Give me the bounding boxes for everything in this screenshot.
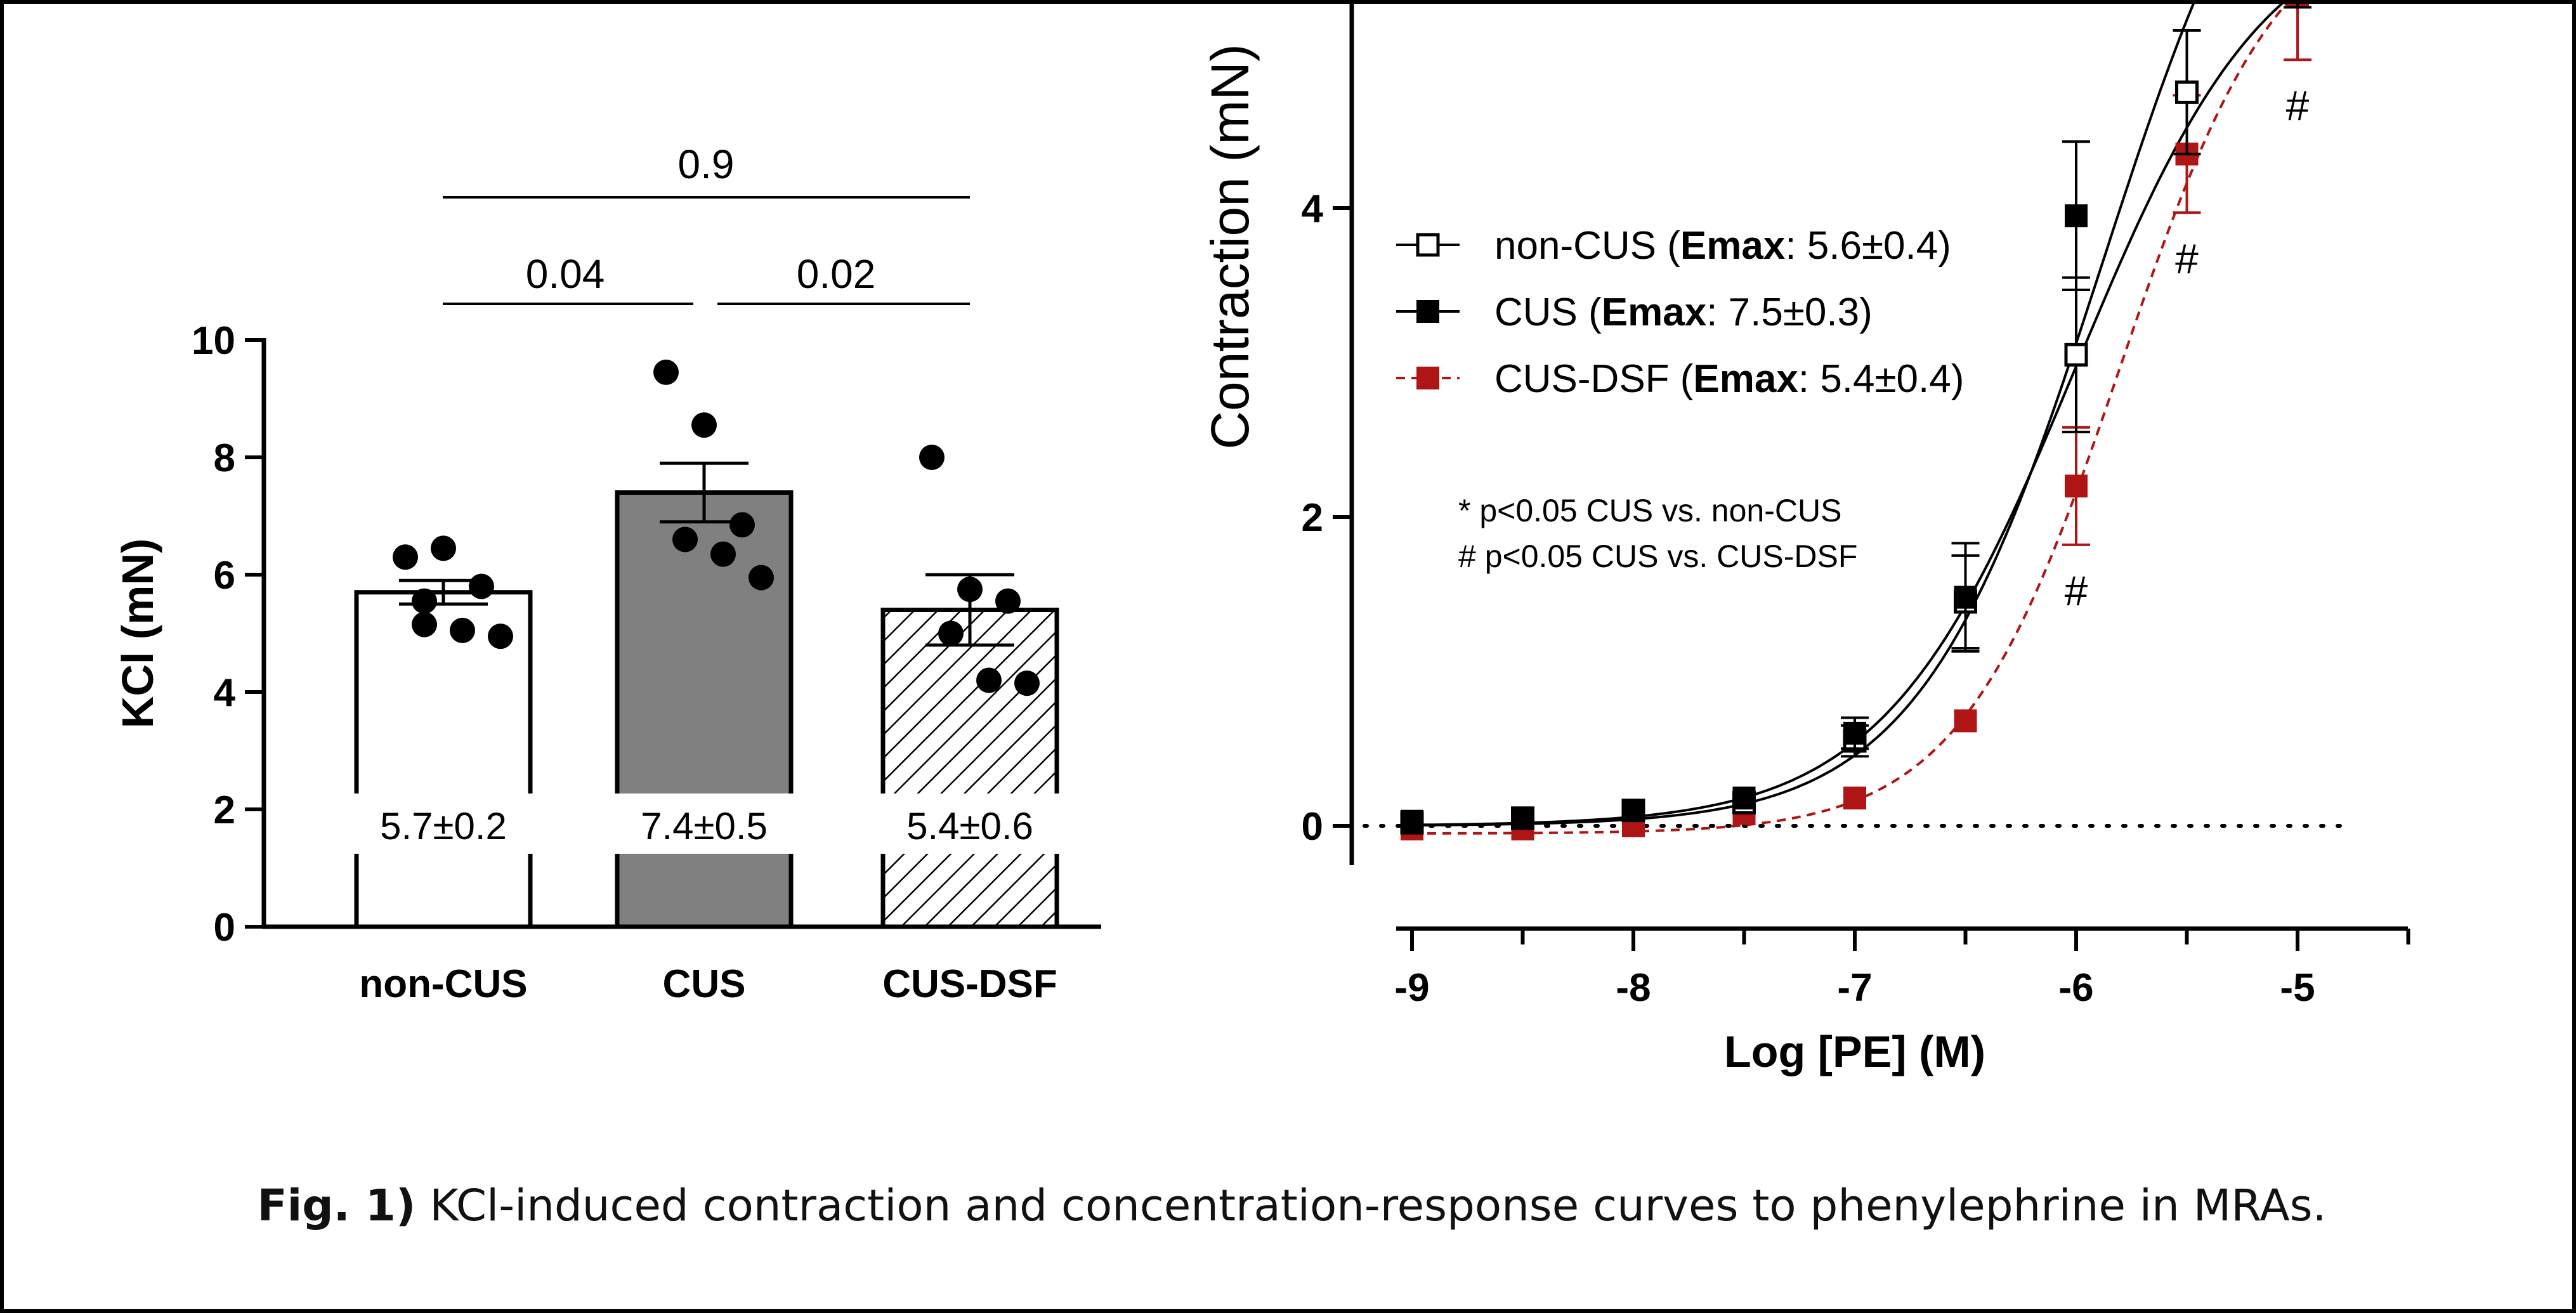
y-tick-label: 6 xyxy=(214,554,235,598)
comparison-p-value: 0.9 xyxy=(678,141,735,187)
y-tick-label: 4 xyxy=(214,671,236,715)
legend-entry-CUS-DSF: CUS-DSF (Emax: 5.4±0.4) xyxy=(1494,357,1964,401)
value-label-bg xyxy=(353,794,533,854)
figure-caption: Fig. 1) KCl-induced contraction and conc… xyxy=(4,1180,2576,1231)
x-tick-label: -5 xyxy=(2280,966,2315,1010)
bar-CUS xyxy=(615,490,794,929)
data-point xyxy=(653,359,679,385)
figure-caption-text: KCl-induced contraction and concentratio… xyxy=(415,1180,2327,1231)
y-tick-label: 0 xyxy=(1302,805,1323,849)
fit-curve-CUS-DSF xyxy=(1411,4,2288,835)
data-point-CUS xyxy=(1843,721,1866,745)
comparison-p-value: 0.02 xyxy=(797,251,876,297)
legend-marker xyxy=(1416,233,1440,257)
legend-text: Emax xyxy=(1602,291,1707,334)
data-point-non-CUS xyxy=(2175,80,2199,104)
data-point xyxy=(995,588,1021,614)
y-tick-label: 4 xyxy=(1302,187,1324,231)
data-point-CUS xyxy=(1622,799,1645,822)
data-point-non-CUS xyxy=(2064,343,2088,367)
data-point-CUS-DSF xyxy=(1954,709,1977,733)
legend-entry-CUS: CUS (Emax: 7.5±0.3) xyxy=(1494,291,1873,334)
data-point-CUS xyxy=(1511,806,1534,830)
legend-text: : 5.4±0.4) xyxy=(1798,357,1965,401)
data-point xyxy=(393,544,418,570)
data-point xyxy=(710,541,736,567)
bar-value-label: 5.4±0.6 xyxy=(906,805,1033,847)
data-point xyxy=(691,412,717,438)
legend-text: Emax xyxy=(1680,224,1786,268)
legend-text: Emax xyxy=(1693,357,1798,401)
value-label-bg xyxy=(614,794,794,854)
x-axis-label: Log [PE] (M) xyxy=(1724,1027,1985,1076)
value-label-bg xyxy=(880,794,1060,854)
legend-marker xyxy=(1416,367,1439,389)
legend-text: non-CUS ( xyxy=(1494,224,1680,268)
y-axis-label: Contraction (mN) xyxy=(1209,44,1260,449)
significance-marker: # xyxy=(2065,567,2088,614)
data-point-CUS xyxy=(1954,585,1977,609)
category-label: CUS-DSF xyxy=(882,962,1057,1006)
data-point xyxy=(938,620,964,646)
x-tick-label: -7 xyxy=(1837,966,1872,1010)
data-point xyxy=(1014,670,1040,696)
bar-CUS-DSF xyxy=(880,608,1059,929)
bar-value-label: 7.4±0.5 xyxy=(641,805,768,847)
data-point-CUS xyxy=(2065,204,2088,228)
data-point xyxy=(450,617,475,643)
bar-value-label: 5.7±0.2 xyxy=(380,805,507,847)
data-point xyxy=(957,577,983,603)
significance-note: # p<0.05 CUS vs. CUS-DSF xyxy=(1458,539,1857,574)
data-point xyxy=(412,588,437,614)
comparison-p-value: 0.04 xyxy=(526,251,605,297)
category-label: CUS xyxy=(663,962,746,1006)
x-tick-label: -6 xyxy=(2058,966,2093,1010)
data-point-CUS-DSF xyxy=(1843,787,1866,810)
data-point xyxy=(672,526,698,552)
y-tick-label: 10 xyxy=(192,319,235,363)
data-point xyxy=(976,667,1002,693)
y-axis-label: KCl (mN) xyxy=(113,539,162,728)
data-point xyxy=(749,565,774,591)
data-point xyxy=(469,573,494,599)
legend-marker xyxy=(1416,300,1439,323)
legend-entry-non-CUS: non-CUS (Emax: 5.6±0.4) xyxy=(1494,224,1951,268)
data-point xyxy=(488,624,513,650)
legend-text: : 5.6±0.4) xyxy=(1785,224,1951,268)
data-point-CUS-DSF xyxy=(2065,474,2088,498)
x-tick-label: -9 xyxy=(1394,966,1429,1010)
y-tick-label: 2 xyxy=(1302,496,1323,540)
data-point xyxy=(412,611,437,637)
data-point xyxy=(919,445,945,470)
y-tick-label: 8 xyxy=(214,436,235,480)
data-point xyxy=(431,535,456,561)
data-point-CUS xyxy=(1401,809,1423,833)
legend-text: : 7.5±0.3) xyxy=(1706,291,1873,334)
x-tick-label: -8 xyxy=(1616,966,1651,1010)
legend-text: CUS-DSF ( xyxy=(1494,357,1694,401)
significance-marker: # xyxy=(2175,235,2199,282)
y-tick-label: 0 xyxy=(214,906,235,950)
kcl-bar-chart: 0 2 4 6 8 10 KCl (mN) 5.7±0.2 non-CUS 7.4±0.5 CUS 5… xyxy=(113,141,1101,1006)
y-tick-label: 2 xyxy=(214,788,235,832)
fit-curve-non-CUS xyxy=(1411,4,2284,826)
significance-note: * p<0.05 CUS vs. non-CUS xyxy=(1458,493,1841,528)
significance-marker: # xyxy=(2286,82,2310,129)
legend-text: CUS ( xyxy=(1494,291,1602,334)
data-point xyxy=(729,512,755,538)
figure-label: Fig. 1) xyxy=(257,1180,416,1231)
fit-curve-CUS xyxy=(1411,4,2195,827)
category-label: non-CUS xyxy=(359,962,527,1006)
data-point-CUS xyxy=(1732,787,1756,810)
